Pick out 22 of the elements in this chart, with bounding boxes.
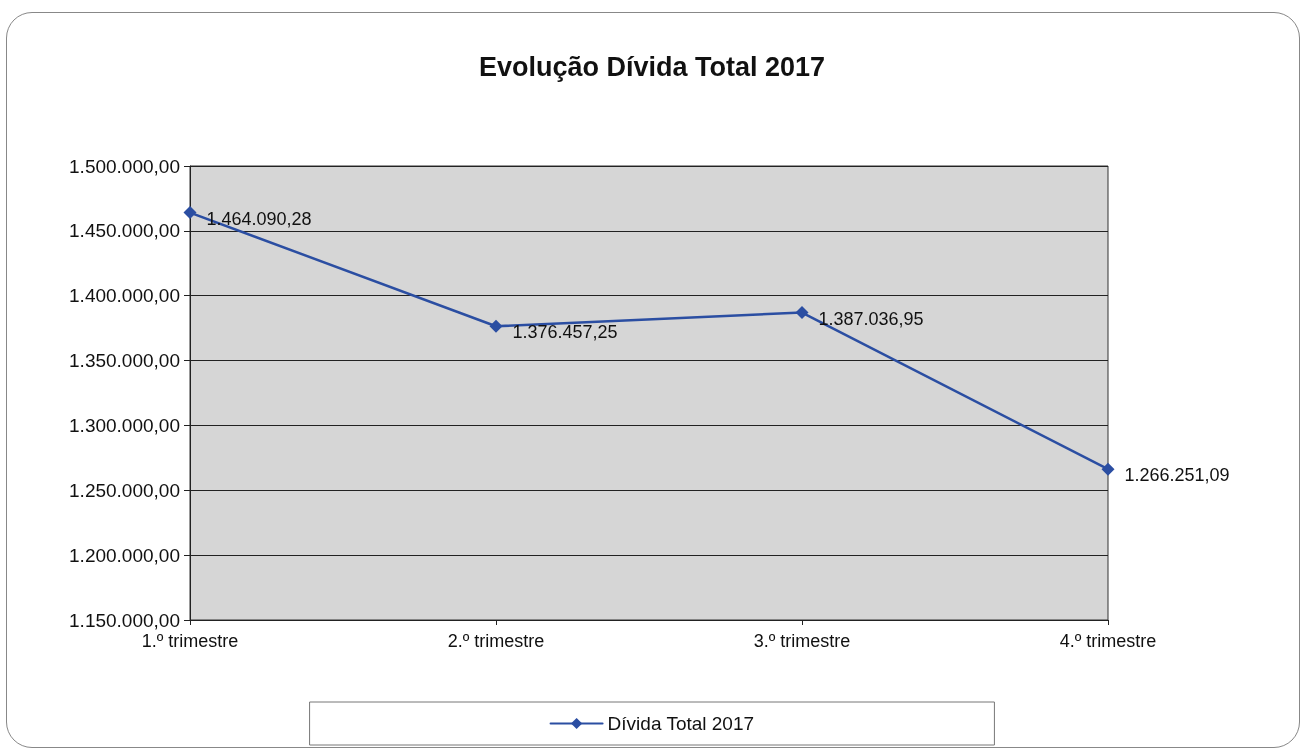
y-tick-label: 1.350.000,00: [69, 350, 180, 372]
point: [1101, 462, 1115, 476]
y-tick-label: 1.150.000,00: [69, 609, 180, 631]
data-label: 1.376.457,25: [512, 322, 618, 343]
data-label: 1.464.090,28: [206, 208, 312, 229]
y-tick-label: 1.250.000,00: [69, 479, 180, 501]
data-label: 1.266.251,09: [1124, 465, 1230, 486]
point: [795, 306, 809, 320]
y-tick-label: 1.200.000,00: [69, 544, 180, 566]
y-tick-label: 1.450.000,00: [69, 220, 180, 242]
x-tick-label: 4.º trimestre: [1059, 631, 1157, 651]
point: [183, 206, 197, 220]
x-tick-label: 1.º trimestre: [141, 631, 239, 651]
x-tick-label: 3.º trimestre: [753, 631, 851, 651]
x-tick-label: 2.º trimestre: [447, 631, 545, 651]
y-tick-label: 1.300.000,00: [69, 414, 180, 436]
y-tick-label: 1.400.000,00: [69, 285, 180, 307]
point: [489, 319, 503, 333]
y-tick-label: 1.500.000,00: [69, 155, 180, 177]
data-label: 1.387.036,95: [818, 308, 924, 329]
legend-label: Dívida Total 2017: [607, 713, 755, 734]
chart-title: Evolução Dívida Total 2017: [478, 51, 826, 82]
